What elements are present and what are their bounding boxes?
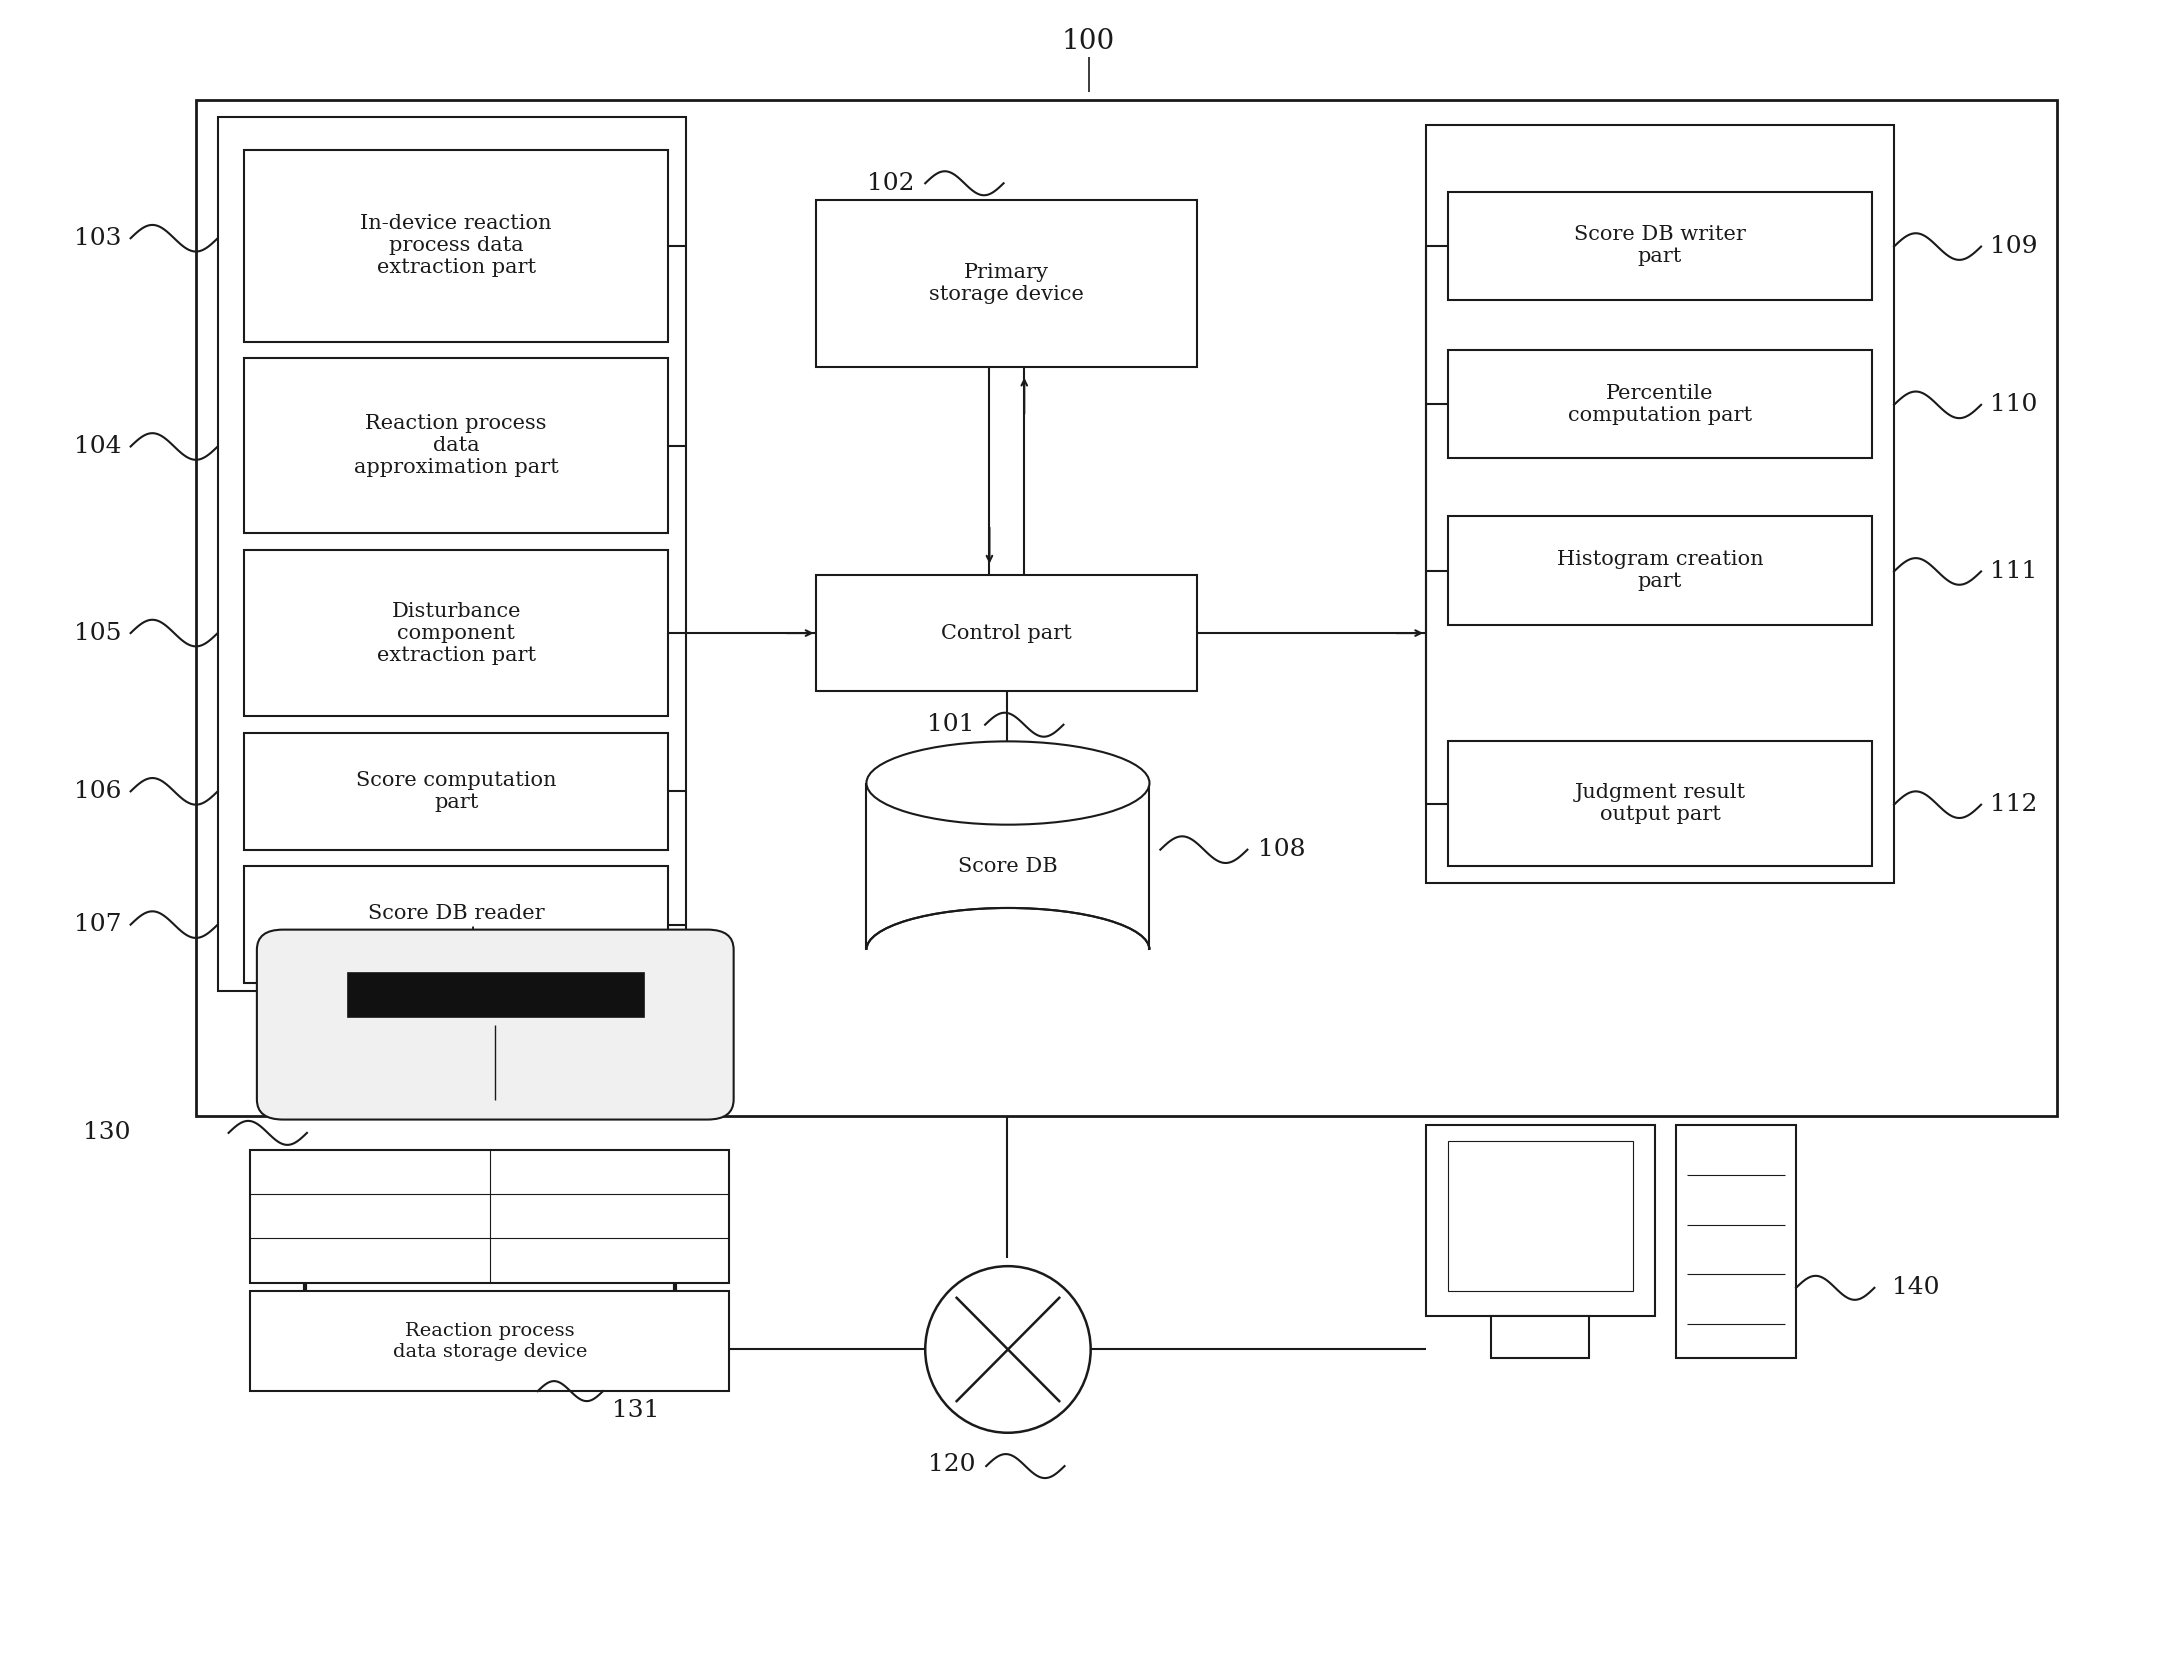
Text: Reaction process
data storage device: Reaction process data storage device xyxy=(392,1321,588,1361)
Text: Score DB writer
part: Score DB writer part xyxy=(1574,225,1746,267)
Text: Histogram creation
part: Histogram creation part xyxy=(1557,550,1763,591)
Ellipse shape xyxy=(866,908,1149,991)
Text: 110: 110 xyxy=(1990,393,2038,416)
Text: Primary
storage device: Primary storage device xyxy=(930,263,1084,303)
FancyBboxPatch shape xyxy=(244,358,668,533)
FancyBboxPatch shape xyxy=(1426,1125,1655,1316)
FancyBboxPatch shape xyxy=(1491,1316,1589,1358)
Text: 105: 105 xyxy=(74,621,122,645)
FancyBboxPatch shape xyxy=(244,550,668,716)
Text: 101: 101 xyxy=(927,713,975,736)
FancyBboxPatch shape xyxy=(1676,1125,1796,1358)
FancyBboxPatch shape xyxy=(1448,192,1872,300)
Text: 103: 103 xyxy=(74,227,122,250)
Ellipse shape xyxy=(925,1266,1091,1433)
Text: 108: 108 xyxy=(1258,838,1306,861)
Text: 120: 120 xyxy=(927,1453,975,1476)
FancyBboxPatch shape xyxy=(1448,1141,1633,1291)
FancyBboxPatch shape xyxy=(862,950,1154,995)
Text: Score computation
part: Score computation part xyxy=(355,771,557,811)
Text: Score DB reader
part: Score DB reader part xyxy=(368,905,544,945)
Text: Control part: Control part xyxy=(940,623,1073,643)
FancyBboxPatch shape xyxy=(218,117,686,991)
Text: 140: 140 xyxy=(1892,1276,1940,1299)
FancyBboxPatch shape xyxy=(244,150,668,342)
FancyBboxPatch shape xyxy=(1426,125,1894,883)
FancyBboxPatch shape xyxy=(244,733,668,850)
Text: Judgment result
output part: Judgment result output part xyxy=(1574,783,1746,825)
Text: 112: 112 xyxy=(1990,793,2038,816)
Text: 111: 111 xyxy=(1990,560,2038,583)
Text: Reaction process
data
approximation part: Reaction process data approximation part xyxy=(353,415,559,476)
Text: In-device reaction
process data
extraction part: In-device reaction process data extracti… xyxy=(361,215,551,277)
FancyBboxPatch shape xyxy=(816,200,1197,367)
FancyBboxPatch shape xyxy=(1448,741,1872,866)
FancyBboxPatch shape xyxy=(1448,516,1872,625)
Ellipse shape xyxy=(866,741,1149,825)
Text: 100: 100 xyxy=(1062,28,1115,55)
FancyBboxPatch shape xyxy=(196,100,2057,1116)
FancyBboxPatch shape xyxy=(250,1291,729,1391)
Text: Percentile
computation part: Percentile computation part xyxy=(1567,383,1752,425)
FancyBboxPatch shape xyxy=(250,1150,729,1283)
FancyBboxPatch shape xyxy=(244,866,668,983)
FancyBboxPatch shape xyxy=(257,930,734,1120)
Text: 104: 104 xyxy=(74,435,122,458)
Text: Score DB: Score DB xyxy=(958,856,1058,876)
Text: 106: 106 xyxy=(74,780,122,803)
Text: 131: 131 xyxy=(612,1399,660,1423)
Text: 109: 109 xyxy=(1990,235,2038,258)
FancyBboxPatch shape xyxy=(346,973,644,1016)
Text: 130: 130 xyxy=(83,1121,131,1145)
FancyBboxPatch shape xyxy=(816,575,1197,691)
Text: 107: 107 xyxy=(74,913,122,936)
FancyBboxPatch shape xyxy=(1448,350,1872,458)
Text: 102: 102 xyxy=(866,172,914,195)
Text: Disturbance
component
extraction part: Disturbance component extraction part xyxy=(377,601,536,665)
